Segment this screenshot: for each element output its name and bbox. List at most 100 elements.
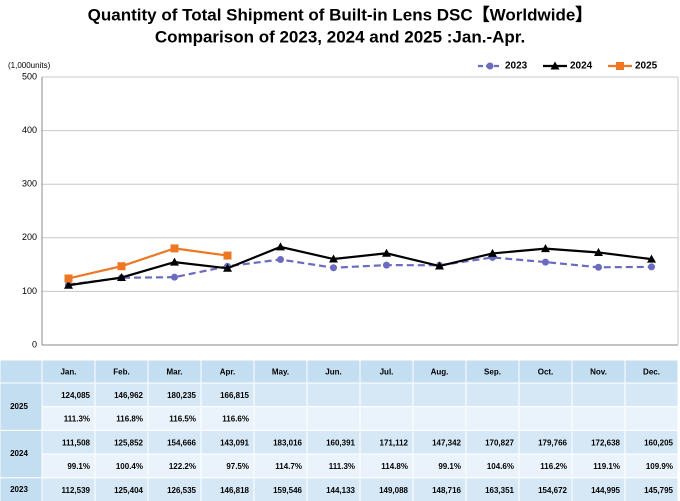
data-point (223, 251, 232, 260)
table-cell (571, 382, 626, 408)
table-header: Nov. (590, 368, 607, 377)
table-cell (624, 382, 679, 408)
table-value: 160,205 (644, 438, 673, 447)
table-yoy: 111.3% (329, 462, 355, 471)
table-value: 180,235 (167, 391, 196, 400)
series-line (68, 247, 228, 280)
table-value: 146,818 (220, 486, 249, 495)
table-value: 146,962 (114, 391, 143, 400)
table-yoy: 99.1% (438, 462, 461, 471)
table-value: 147,342 (432, 438, 461, 447)
y-tick-label: 100 (22, 286, 37, 296)
legend-marker (486, 62, 494, 70)
legend-label: 2023 (505, 61, 528, 72)
table-cell (518, 382, 573, 408)
table-yoy: 116.6% (222, 415, 249, 424)
legend-marker (550, 61, 560, 70)
data-point (330, 264, 337, 272)
table-yoy: 116.8% (116, 415, 143, 424)
table-value: 148,716 (432, 486, 461, 495)
table-yoy: 114.8% (381, 462, 408, 471)
table-value: 166,815 (220, 391, 249, 400)
table-value: 144,995 (591, 486, 620, 495)
table-cell (412, 382, 467, 408)
table-yoy: 116.5% (169, 415, 196, 424)
legend-label: 2025 (635, 61, 658, 72)
table-cell (306, 406, 361, 431)
table-yoy: 119.1% (593, 462, 620, 471)
chart-title: Quantity of Total Shipment of Built-in L… (88, 4, 593, 24)
row-label: 2023 (10, 485, 28, 494)
data-point (277, 255, 284, 263)
table-header: Dec. (643, 368, 660, 377)
table-cell (465, 406, 520, 431)
table-value: 112,539 (62, 486, 91, 495)
data-point (117, 262, 126, 271)
table-cell (359, 382, 414, 408)
table-header: Jan. (60, 368, 76, 377)
table-cell (518, 406, 573, 431)
table-header: Aug. (431, 368, 449, 377)
data-point (595, 263, 602, 271)
table-cell (359, 406, 414, 431)
table-yoy: 111.3% (64, 415, 90, 424)
table-yoy: 114.7% (275, 462, 302, 471)
data-point (170, 244, 179, 253)
data-point (435, 261, 444, 270)
y-tick-label: 400 (22, 125, 37, 135)
table-header: Feb. (113, 368, 129, 377)
table-header: Jun. (325, 368, 341, 377)
y-tick-label: 500 (22, 71, 37, 81)
table-cell (624, 477, 679, 501)
table-value: 160,391 (326, 438, 355, 447)
table-yoy: 122.2% (169, 462, 196, 471)
data-point (170, 257, 179, 266)
table-value: 149,088 (379, 486, 408, 495)
table-header: Jul. (380, 368, 394, 377)
table-cell (465, 382, 520, 408)
row-label: 2024 (10, 449, 28, 458)
table-cell (306, 382, 361, 408)
table-header: Oct. (538, 368, 554, 377)
table-value: 111,508 (62, 438, 91, 447)
table-value: 143,091 (220, 438, 249, 447)
table-value: 145,795 (644, 486, 673, 495)
series-line (68, 245, 652, 287)
data-point (383, 261, 390, 269)
table-value: 125,852 (114, 438, 143, 447)
table-cell (571, 406, 626, 431)
table-yoy: 97.5% (226, 462, 249, 471)
table-value: 179,766 (538, 438, 567, 447)
legend-label: 2024 (570, 61, 593, 72)
table-value: 170,827 (485, 438, 514, 447)
data-point (64, 280, 73, 289)
y-axis-label: (1,000units) (8, 61, 51, 70)
table-cell (253, 382, 308, 408)
data-point (329, 254, 338, 263)
table-yoy: 104.6% (487, 462, 514, 471)
chart-subtitle: Comparison of 2023, 2024 and 2025 :Jan.-… (155, 27, 525, 46)
table-value: 172,638 (591, 438, 620, 447)
table-cell (253, 406, 308, 431)
table-header: Apr. (220, 368, 236, 377)
table-yoy: 100.4% (116, 462, 143, 471)
table-cell (412, 406, 467, 431)
table-yoy: 116.2% (540, 462, 567, 471)
table-cell (0, 429, 43, 479)
y-tick-label: 300 (22, 179, 37, 189)
data-point (117, 273, 126, 282)
table-value: 126,535 (167, 486, 196, 495)
table-value: 125,404 (114, 486, 143, 495)
table-cell (0, 359, 43, 384)
table-value: 144,133 (326, 486, 355, 495)
table-yoy: 99.1% (67, 462, 90, 471)
table-header: Sep. (484, 368, 501, 377)
table-value: 154,666 (167, 438, 196, 447)
table-value: 124,085 (61, 391, 90, 400)
data-point (276, 242, 285, 251)
table-value: 171,112 (380, 438, 409, 447)
table-header: May. (272, 368, 289, 377)
data-point (382, 248, 391, 257)
table-value: 183,016 (273, 438, 302, 447)
